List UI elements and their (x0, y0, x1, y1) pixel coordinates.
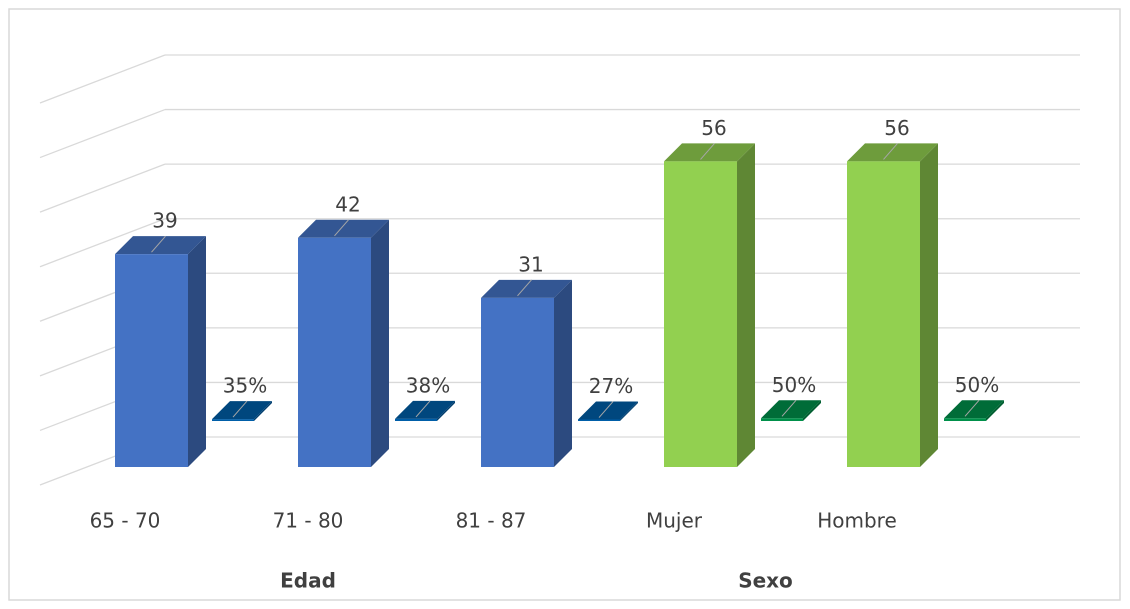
x-tick-label: Mujer (646, 509, 703, 533)
x-tick-label: Hombre (817, 509, 897, 533)
wall-grid-line (39, 54, 166, 104)
bar-side (554, 279, 572, 467)
bar-top (578, 401, 638, 420)
bar-front (395, 418, 437, 421)
bar-front (481, 297, 554, 467)
wall-grid-line (39, 163, 166, 213)
x-tick-label: 71 - 80 (273, 509, 344, 533)
wall-grid-line (39, 218, 166, 268)
bar-side (254, 401, 272, 421)
leader-line (232, 400, 248, 418)
bar-top (212, 401, 272, 420)
bar-side (737, 143, 755, 467)
bar-front (761, 418, 803, 421)
leader-line (334, 219, 349, 237)
bar-side (803, 400, 821, 421)
data-label: 27% (589, 374, 633, 398)
bar-side (437, 400, 455, 421)
bar-side (188, 236, 206, 467)
bar (481, 279, 572, 467)
leader-line (415, 400, 431, 418)
bar-top (761, 400, 821, 419)
bar-top (115, 236, 206, 255)
bar-top (664, 143, 755, 162)
leader-line (964, 399, 980, 417)
data-label: 42 (335, 192, 360, 216)
bar-top (481, 279, 572, 298)
bar-side (986, 400, 1004, 421)
x-tick-label: 65 - 70 (90, 509, 161, 533)
bar (847, 143, 938, 467)
data-label: 38% (406, 373, 450, 397)
leader-line (517, 279, 532, 297)
data-label: 56 (884, 116, 909, 140)
bar (115, 236, 206, 467)
bar-side (620, 401, 638, 421)
leader-line (781, 399, 797, 417)
bar (212, 401, 272, 421)
bar-front (212, 419, 254, 421)
leader-line (598, 401, 614, 418)
data-label: 50% (772, 373, 816, 397)
leader-line (883, 143, 898, 160)
bar (298, 219, 389, 467)
bar-top (847, 143, 938, 162)
bar-top (395, 400, 455, 419)
data-label: 35% (223, 374, 267, 398)
bar-front (664, 161, 737, 467)
bar-top (944, 400, 1004, 419)
bar-front (944, 418, 986, 421)
bar-side (920, 143, 938, 467)
bar-front (578, 419, 620, 421)
bar (761, 400, 821, 421)
bar-side (371, 219, 389, 467)
bar-front (298, 237, 371, 467)
bar (395, 400, 455, 421)
leader-line (151, 235, 166, 253)
wall-grid-line (39, 108, 166, 159)
x-tick-label: 81 - 87 (456, 509, 527, 533)
bar-front (847, 161, 920, 467)
group-label: Edad (280, 569, 336, 593)
data-label: 39 (152, 209, 177, 233)
leader-line (700, 143, 715, 160)
bar (944, 400, 1004, 421)
bar-top (298, 219, 389, 238)
data-label: 50% (955, 373, 999, 397)
bar (578, 401, 638, 421)
data-label: 56 (701, 116, 726, 140)
data-label: 31 (518, 252, 543, 276)
group-label: Sexo (738, 569, 793, 593)
bar-front (115, 254, 188, 467)
bar (664, 143, 755, 467)
